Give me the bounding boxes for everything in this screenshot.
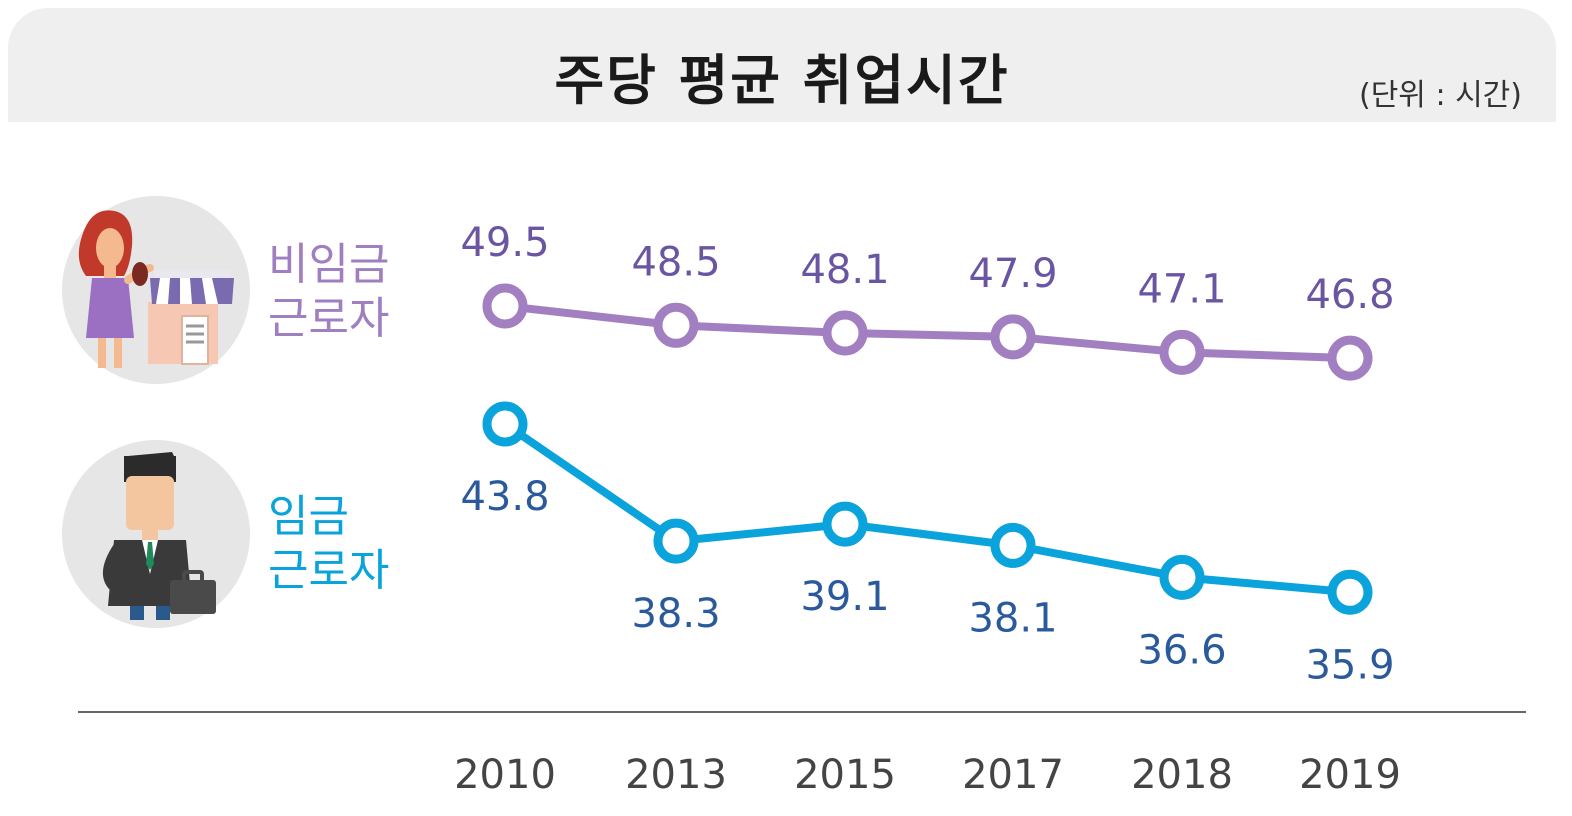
wage-point-2013 [653,518,699,564]
wage-point-2017 [990,522,1036,568]
wage-point-2015 [822,501,868,547]
shopkeeper-woman-icon [78,210,234,368]
wage-avatar [62,440,250,628]
businessman-icon [102,452,216,620]
x-tick-label-2019: 2019 [1299,752,1401,798]
wage-data-label-2017: 38.1 [968,595,1057,641]
x-tick-label-2015: 2015 [794,752,896,798]
x-tick-label-2018: 2018 [1131,752,1233,798]
wage-label-line2: 근로자 [268,545,390,596]
chart-title: 주당 평균 취업시간 [554,49,1010,112]
wage-point-2019 [1327,569,1373,615]
wage-label: 임금 근로자 [268,490,389,598]
x-tick-label-2017: 2017 [962,752,1064,798]
wage-data-label-2019: 35.9 [1305,642,1394,688]
nonwage-point-2015 [822,310,868,356]
wage-data-label-2013: 38.3 [631,591,720,637]
nonwage-point-2017 [990,314,1036,360]
x-tick-label-2010: 2010 [454,752,556,798]
wage-point-2010 [482,401,528,447]
nonwage-point-2018 [1159,329,1205,375]
nonwage-label-line1: 비임금 [268,239,390,290]
nonwage-data-label-2013: 48.5 [631,239,720,285]
nonwage-avatar [62,196,250,384]
nonwage-data-label-2010: 49.5 [460,220,549,266]
wage-series-line [501,420,1354,597]
nonwage-data-label-2018: 47.1 [1137,266,1226,312]
nonwage-point-2010 [482,283,528,329]
wage-data-label-2010: 43.8 [460,474,549,520]
unit-label: (단위 : 시간) [1359,78,1522,113]
title-bar: 주당 평균 취업시간 (단위 : 시간) [8,8,1556,122]
nonwage-series-line [501,302,1354,363]
wage-label-line1: 임금 [268,491,349,542]
nonwage-data-label-2017: 47.9 [968,251,1057,297]
x-tick-label-2013: 2013 [625,752,727,798]
nonwage-label-line2: 근로자 [268,293,390,344]
nonwage-point-2019 [1327,335,1373,381]
wage-point-2018 [1159,554,1205,600]
wage-data-label-2015: 39.1 [800,574,889,620]
nonwage-data-label-2015: 48.1 [800,247,889,293]
nonwage-label: 비임금 근로자 [268,238,389,346]
wage-data-label-2018: 36.6 [1137,627,1226,673]
nonwage-data-label-2019: 46.8 [1305,272,1394,318]
nonwage-point-2013 [653,302,699,348]
